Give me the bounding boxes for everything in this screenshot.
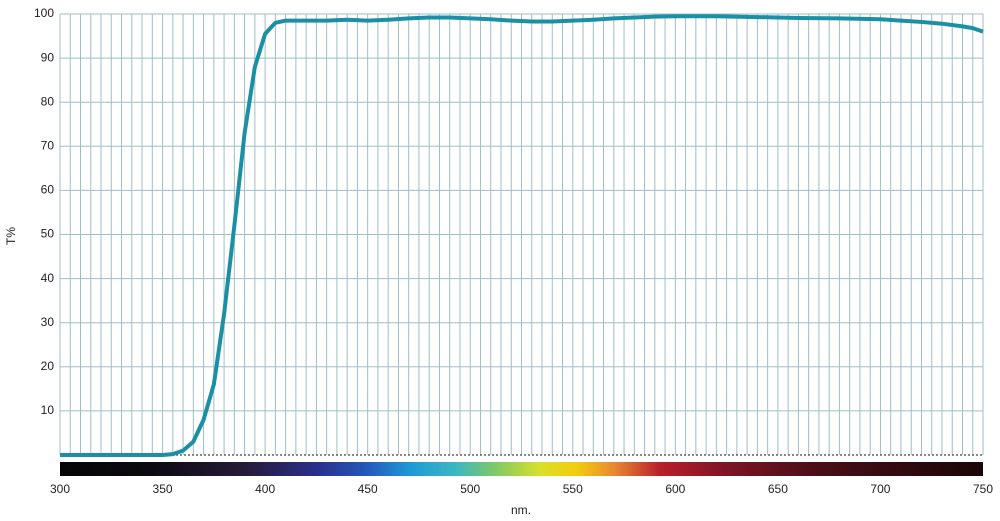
y-tick-label: 70	[41, 138, 55, 152]
x-tick-label: 400	[255, 482, 275, 496]
x-tick-label: 650	[768, 482, 788, 496]
x-axis-label: nm.	[511, 503, 531, 517]
y-tick-label: 60	[41, 183, 55, 197]
x-tick-label: 700	[870, 482, 890, 496]
x-tick-label: 450	[358, 482, 378, 496]
y-tick-label: 20	[41, 359, 55, 373]
x-tick-label: 750	[973, 482, 993, 496]
spectrum-bar	[60, 462, 983, 476]
x-tick-label: 600	[665, 482, 685, 496]
y-tick-label: 40	[41, 271, 55, 285]
x-tick-label: 300	[50, 482, 70, 496]
data-line	[60, 14, 984, 457]
y-tick-label: 50	[41, 227, 55, 241]
y-tick-label: 80	[41, 94, 55, 108]
x-tick-label: 350	[153, 482, 173, 496]
y-tick-label: 90	[41, 50, 55, 64]
x-tick-label: 550	[563, 482, 583, 496]
x-tick-label: 500	[460, 482, 480, 496]
y-tick-label: 10	[41, 403, 55, 417]
y-tick-label: 30	[41, 315, 55, 329]
y-tick-label: 100	[34, 6, 54, 20]
y-axis-label: T%	[4, 227, 18, 245]
